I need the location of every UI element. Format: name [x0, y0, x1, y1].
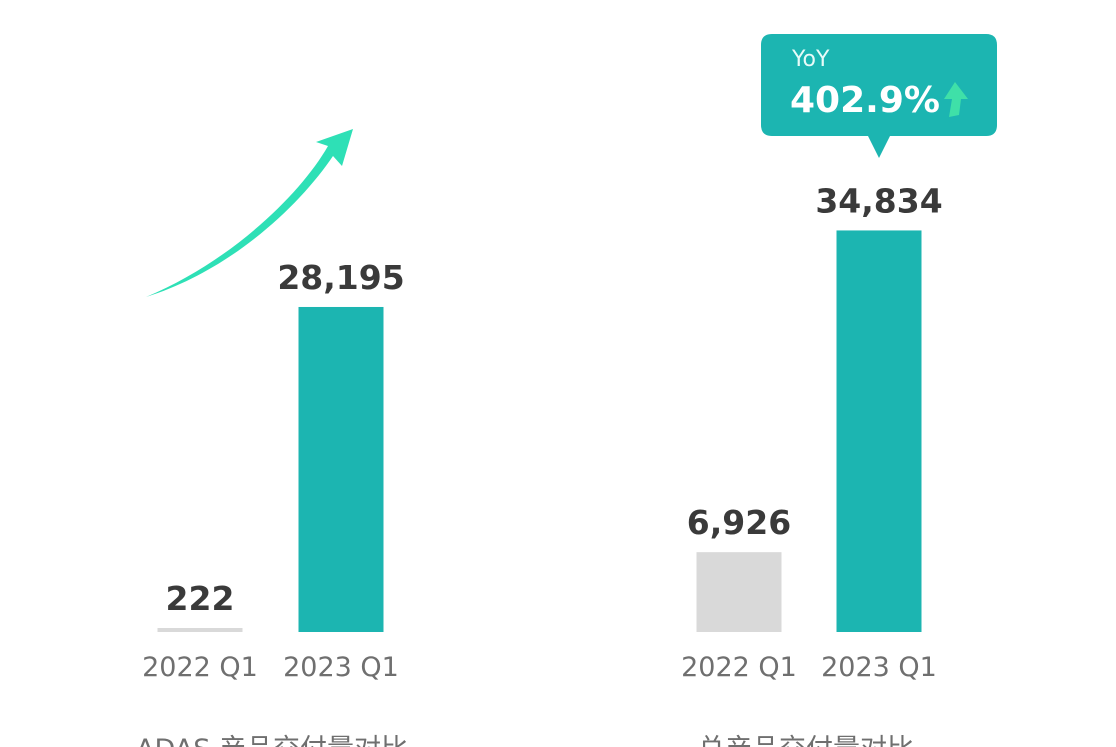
category-label-adas-2023-q1: 2023 Q1	[283, 652, 399, 683]
bar-adas-2023-q1	[298, 306, 384, 632]
category-label-adas-2022-q1: 2022 Q1	[142, 652, 258, 683]
chart-caption-total: 总产品交付量对比	[698, 734, 914, 747]
yoy-value: 402.9%	[790, 80, 940, 121]
category-label-total-2023-q1: 2023 Q1	[821, 652, 937, 683]
category-label-total-2022-q1: 2022 Q1	[681, 652, 797, 683]
value-label-adas-2023-q1: 28,195	[277, 258, 404, 297]
value-label-adas-2022-q1: 222	[166, 579, 235, 618]
chart-caption-adas: ADAS 产品交付量对比	[136, 734, 408, 747]
bar-adas-2022-q1	[157, 628, 243, 632]
yoy-callout-box	[761, 34, 997, 158]
value-label-total-2022-q1: 6,926	[687, 503, 791, 542]
growth-arrow-shape	[146, 129, 353, 297]
value-label-total-2023-q1: 34,834	[815, 181, 942, 220]
adas-delivery-chart: 222 28,195 2022 Q1 2023 Q1 ADAS 产品交付量对比	[136, 258, 408, 747]
bar-total-2023-q1	[836, 230, 922, 632]
growth-arrow-icon	[146, 129, 353, 297]
total-delivery-chart: 6,926 34,834 2022 Q1 2023 Q1 总产品交付量对比 Yo…	[681, 34, 997, 747]
bar-total-2022-q1	[696, 552, 782, 632]
yoy-callout: YoY 402.9%	[761, 34, 997, 158]
yoy-label: YoY	[791, 47, 830, 72]
up-arrow-icon	[944, 82, 968, 117]
